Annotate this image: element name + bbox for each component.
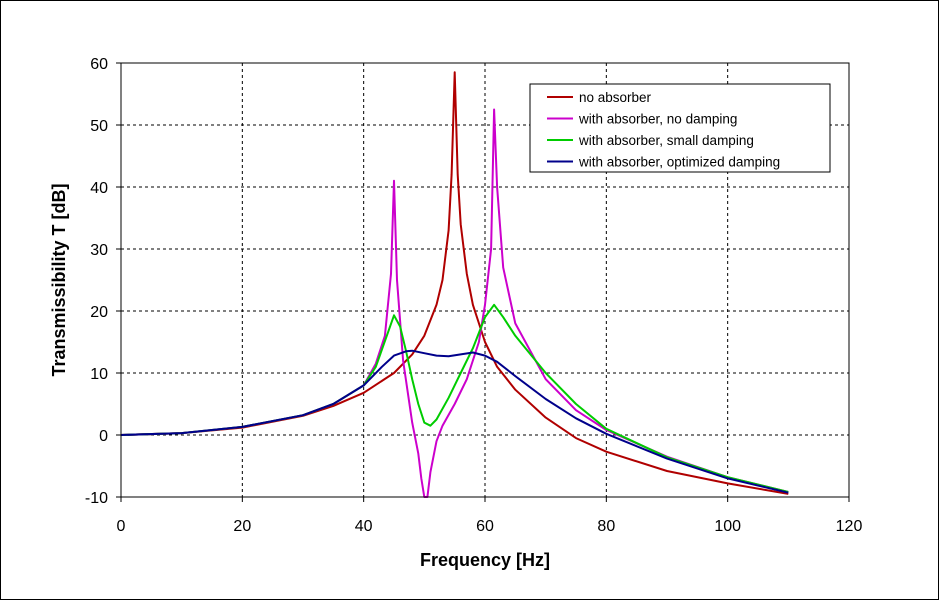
y-tick-label: 20 [90, 304, 108, 321]
y-tick-label: 0 [99, 428, 108, 445]
legend-label-2: with absorber, small damping [578, 133, 754, 148]
x-axis-ticks: 0 20 40 60 80 100 120 [117, 497, 863, 535]
legend-box [529, 83, 831, 173]
x-tick-label: 40 [355, 518, 373, 535]
series-line-0 [120, 71, 789, 495]
series-layer [120, 71, 789, 498]
y-tick-label: 10 [90, 366, 108, 383]
series-line-3 [120, 349, 789, 494]
legend-label-0: no absorber [579, 90, 652, 105]
x-axis-title: Frequency [Hz] [420, 550, 550, 570]
x-tick-label: 0 [117, 518, 126, 535]
y-tick-label: 60 [90, 56, 108, 73]
y-tick-label: 30 [90, 242, 108, 259]
series-line-1 [120, 108, 789, 498]
legend: no absorber with absorber, no damping with… [529, 83, 831, 173]
y-axis-ticks: -10 0 10 20 30 40 50 60 [85, 56, 121, 507]
x-tick-label: 80 [597, 518, 615, 535]
legend-label-3: with absorber, optimized damping [578, 155, 780, 170]
x-tick-label: 120 [836, 518, 863, 535]
y-tick-label: 40 [90, 180, 108, 197]
legend-label-1: with absorber, no damping [578, 112, 737, 127]
x-tick-label: 100 [714, 518, 741, 535]
x-tick-label: 20 [233, 518, 251, 535]
y-tick-label: 50 [90, 118, 108, 135]
y-axis-title: Transmissibility T [dB] [49, 183, 69, 376]
x-tick-label: 60 [476, 518, 494, 535]
y-tick-label: -10 [85, 490, 108, 507]
